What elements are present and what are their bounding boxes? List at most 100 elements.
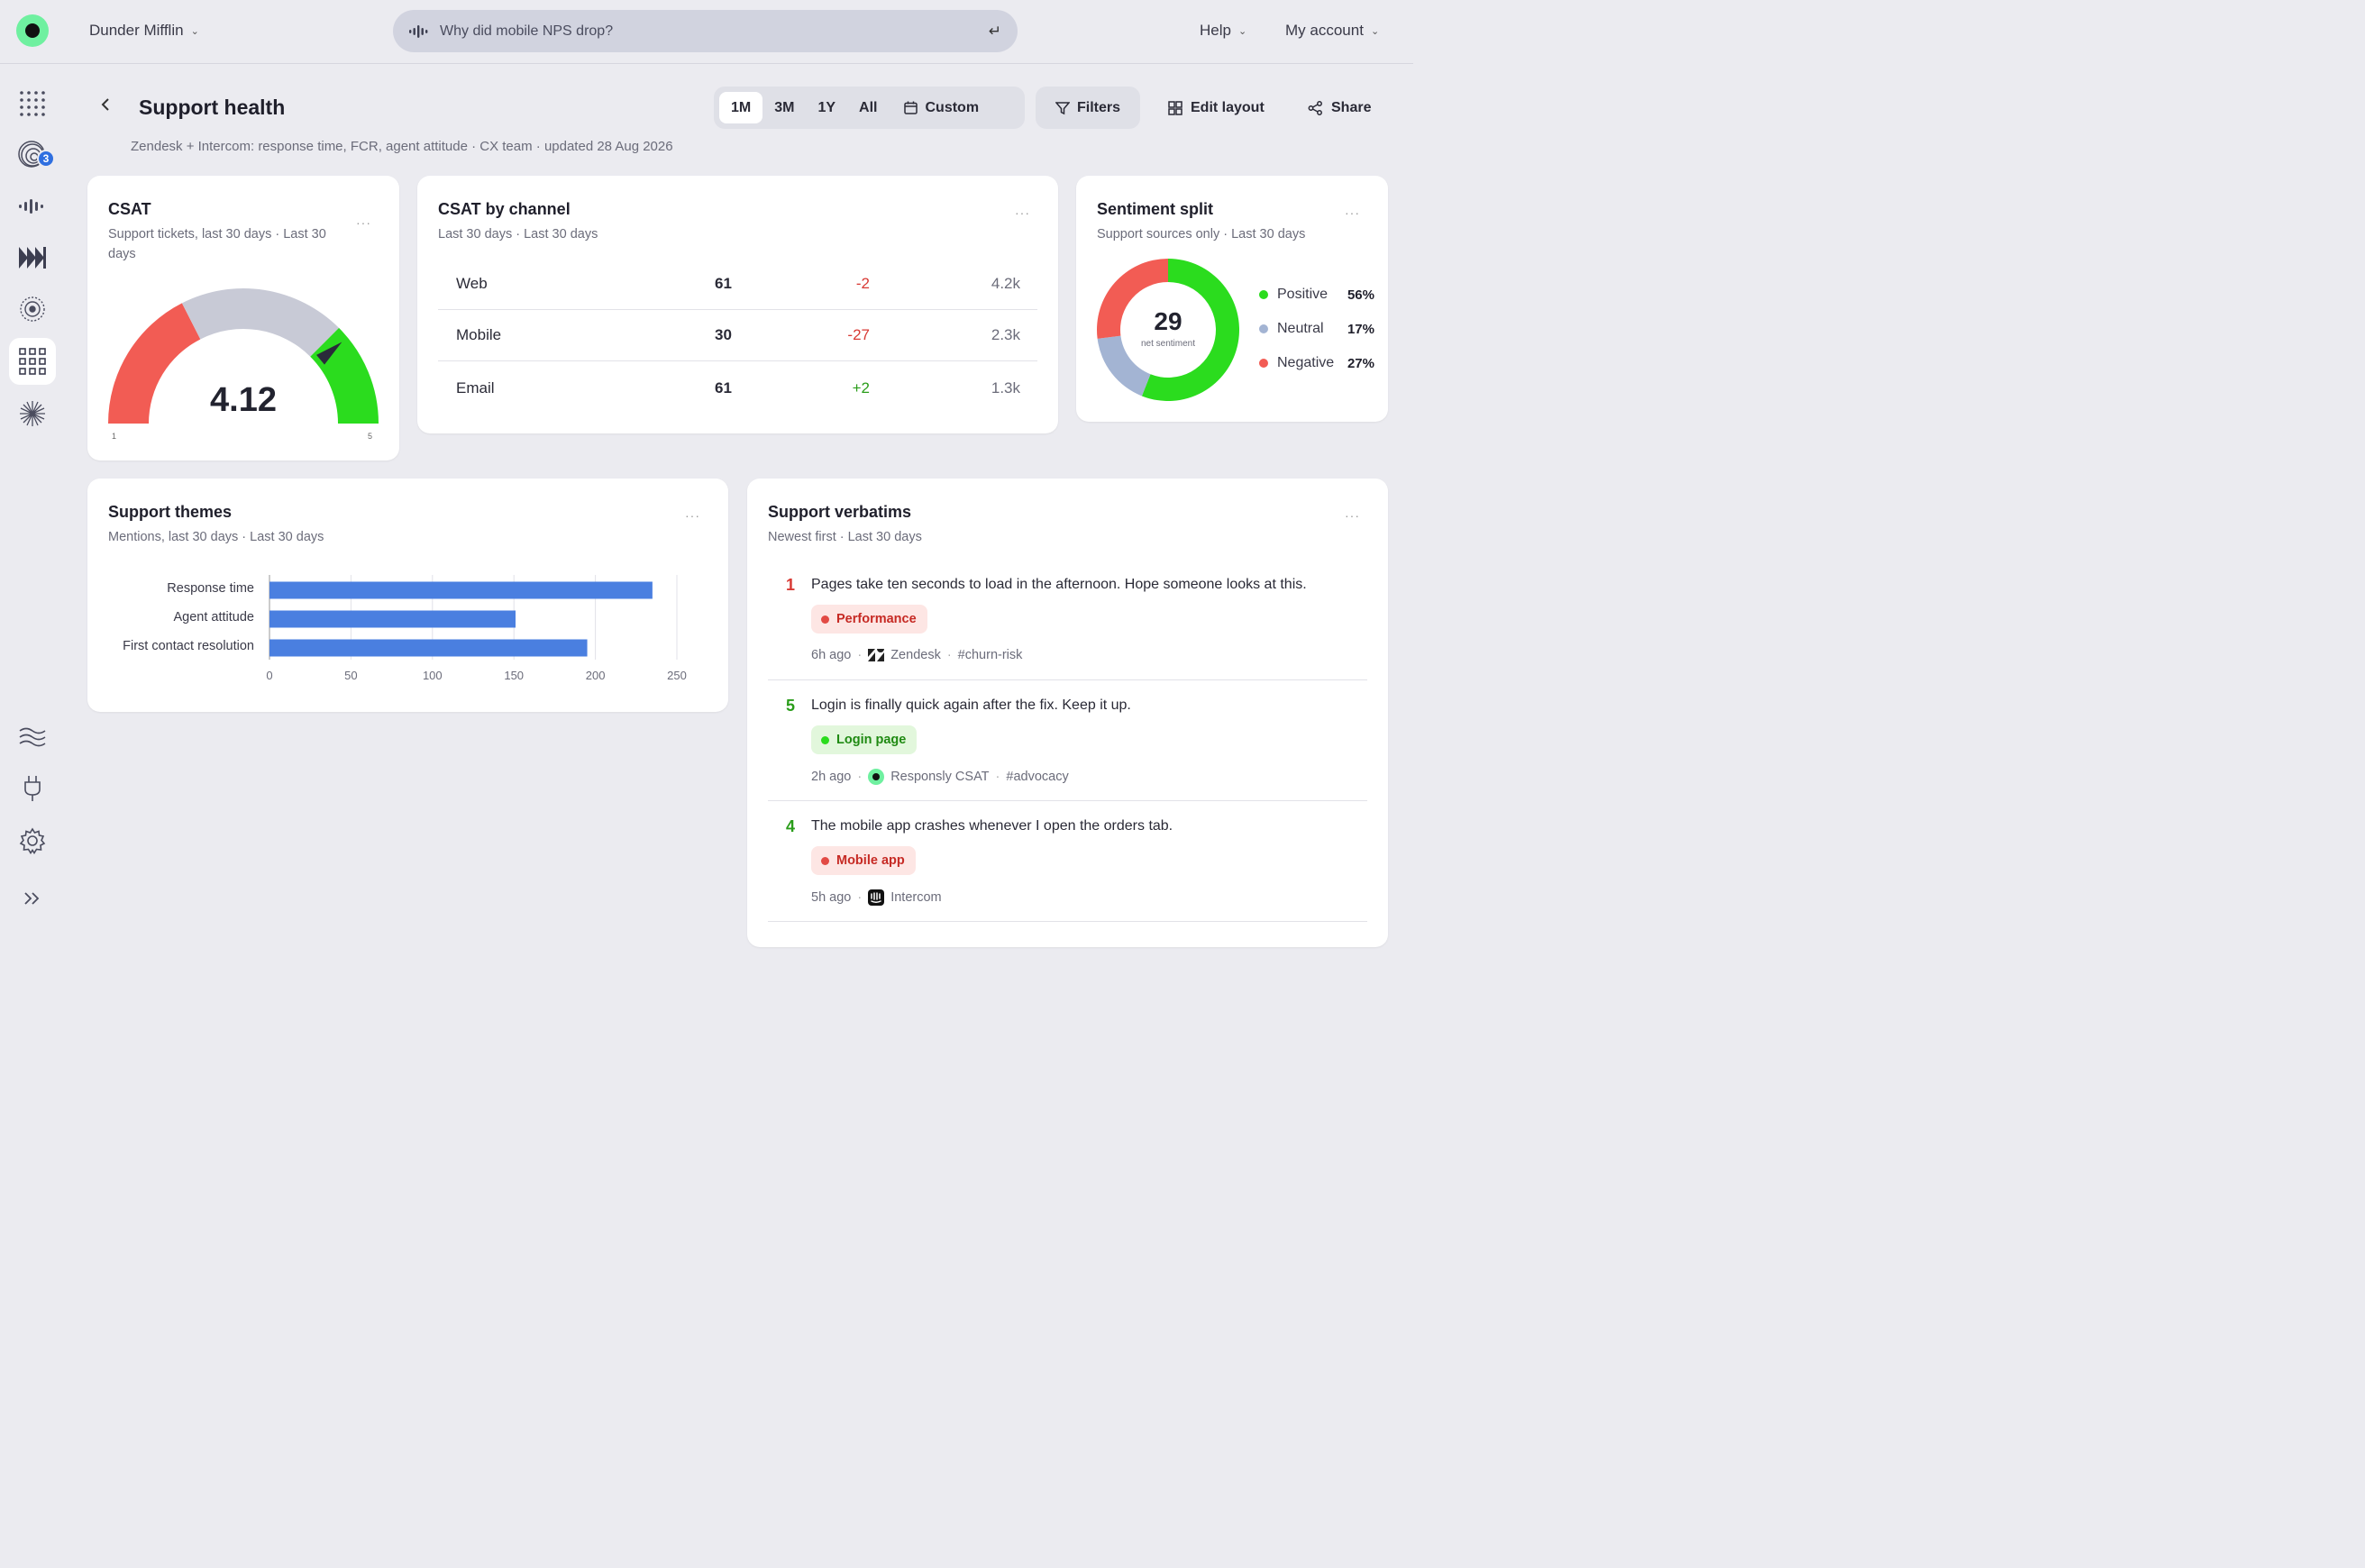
calendar-icon <box>903 101 918 114</box>
help-menu[interactable]: Help ⌄ <box>1200 22 1246 40</box>
divider <box>768 679 1367 680</box>
bar[interactable] <box>269 639 588 657</box>
range-1m[interactable]: 1M <box>719 92 763 123</box>
card-title: CSAT by channel <box>438 200 571 218</box>
chevron-down-icon: ⌄ <box>190 25 199 37</box>
back-button[interactable] <box>100 96 111 117</box>
expand-sidebar-icon[interactable] <box>9 875 56 922</box>
layout-icon <box>1168 100 1182 115</box>
waveform-icon[interactable] <box>9 183 56 230</box>
waves-icon[interactable] <box>9 714 56 761</box>
more-options-icon[interactable]: ··· <box>1015 205 1030 220</box>
account-menu[interactable]: My account ⌄ <box>1285 22 1379 40</box>
x-tick-label: 0 <box>266 669 272 682</box>
csat-gauge <box>108 288 379 424</box>
plug-icon[interactable] <box>9 765 56 812</box>
ask-search-bar[interactable]: Why did mobile NPS drop? ↵ <box>393 10 1018 52</box>
verbatim-item[interactable]: 1 Pages take ten seconds to load in the … <box>768 576 1367 697</box>
card-subtitle: Support tickets, last 30 days · Last 30 … <box>108 227 326 261</box>
table-row[interactable]: Mobile 30 -27 2.3k <box>438 310 1037 361</box>
radar-icon[interactable] <box>9 286 56 333</box>
search-input[interactable]: Why did mobile NPS drop? <box>440 23 614 39</box>
range-3m[interactable]: 3M <box>774 99 795 115</box>
starburst-icon[interactable] <box>9 390 56 437</box>
app-logo[interactable] <box>16 14 49 47</box>
theme-tag[interactable]: Login page <box>811 725 918 754</box>
bar-label: Agent attitude <box>173 610 255 624</box>
support-verbatims-card: Support verbatims Newest first · Last 30… <box>747 479 1388 947</box>
theme-tag[interactable]: Performance <box>811 605 927 634</box>
gauge-segment-low <box>108 303 201 424</box>
more-options-icon[interactable]: ··· <box>685 508 700 523</box>
bar[interactable] <box>269 581 653 599</box>
fast-forward-icon[interactable] <box>9 234 56 281</box>
responsly-icon <box>868 769 885 785</box>
range-custom[interactable]: Custom <box>890 92 991 123</box>
tag-label: Login page <box>836 733 907 747</box>
themes-bar-chart: 0 50 100 150 200 250 <box>266 575 687 682</box>
verbatim-score: 4 <box>786 817 796 835</box>
channel-csat: 30 <box>715 326 732 343</box>
verbatim-text: The mobile app crashes whenever I open t… <box>811 818 1173 834</box>
verbatim-hashtag[interactable]: #churn-risk <box>957 648 1023 662</box>
more-options-icon[interactable]: ··· <box>1345 205 1360 220</box>
table-row[interactable]: Email 61 +2 1.3k <box>438 362 1037 414</box>
filters-button[interactable]: Filters <box>1036 87 1140 129</box>
settings-icon[interactable] <box>9 817 56 864</box>
org-switcher[interactable]: Dunder Mifflin ⌄ <box>89 22 199 40</box>
divider <box>768 800 1367 801</box>
donut-slice-negative[interactable] <box>1097 259 1168 339</box>
verbatim-hashtag[interactable]: #advocacy <box>1006 770 1069 784</box>
verbatim-time: 5h ago <box>811 890 852 905</box>
tag-label: Mobile app <box>836 853 905 868</box>
verbatim-item[interactable]: 4 The mobile app crashes whenever I open… <box>768 817 1367 938</box>
filter-icon <box>1055 101 1070 114</box>
range-1y[interactable]: 1Y <box>817 99 836 115</box>
enter-icon[interactable]: ↵ <box>988 22 1001 40</box>
legend-pct: 56% <box>1347 287 1374 303</box>
help-label: Help <box>1200 22 1231 39</box>
card-title: Support verbatims <box>768 503 912 521</box>
tag-dot <box>821 615 829 624</box>
legend-positive: Positive 56% <box>1259 287 1374 303</box>
card-title: Sentiment split <box>1097 200 1214 218</box>
edit-layout-button[interactable]: Edit layout <box>1168 87 1265 129</box>
verbatim-item[interactable]: 5 Login is finally quick again after the… <box>768 697 1367 817</box>
legend-neutral: Neutral 17% <box>1259 321 1374 337</box>
bar-label: Response time <box>167 581 254 596</box>
verbatim-text: Pages take ten seconds to load in the af… <box>811 577 1307 592</box>
more-options-icon[interactable]: ··· <box>356 215 371 230</box>
custom-label: Custom <box>925 99 980 115</box>
org-name: Dunder Mifflin <box>89 22 184 39</box>
verbatim-source: Intercom <box>890 890 942 905</box>
sentiment-split-card: Sentiment split Support sources only · L… <box>1076 176 1388 422</box>
legend-pct: 27% <box>1347 355 1374 371</box>
bar[interactable] <box>269 610 516 628</box>
channel-csat: 61 <box>715 378 732 397</box>
bar-label: First contact resolution <box>123 639 254 653</box>
table-row[interactable]: Web 61 -2 4.2k <box>438 259 1037 310</box>
card-subtitle: Newest first · Last 30 days <box>768 530 922 544</box>
grid-dots-icon[interactable] <box>9 80 56 127</box>
legend-swatch <box>1259 290 1268 299</box>
channel-delta: -2 <box>855 275 870 292</box>
net-sentiment-value: 29 <box>1154 307 1182 335</box>
channel-volume: 4.2k <box>991 275 1020 292</box>
donut-slice-positive[interactable] <box>1141 259 1239 401</box>
legend-swatch <box>1259 359 1268 368</box>
signals-icon[interactable]: 3 <box>9 132 56 178</box>
more-options-icon[interactable]: ··· <box>1345 508 1360 523</box>
share-button[interactable]: Share <box>1308 87 1371 129</box>
legend-pct: 17% <box>1347 321 1374 337</box>
x-tick-label: 100 <box>423 669 443 682</box>
range-all[interactable]: All <box>859 99 878 115</box>
divider <box>768 921 1367 922</box>
tag-dot <box>821 856 829 865</box>
theme-tag[interactable]: Mobile app <box>811 846 916 875</box>
share-label: Share <box>1331 99 1372 115</box>
channel-delta: +2 <box>852 378 870 397</box>
donut-slice-neutral[interactable] <box>1097 335 1151 397</box>
dashboards-icon[interactable] <box>9 338 56 385</box>
gauge-max-label: 5 <box>368 432 373 441</box>
legend-label: Neutral <box>1277 321 1324 336</box>
